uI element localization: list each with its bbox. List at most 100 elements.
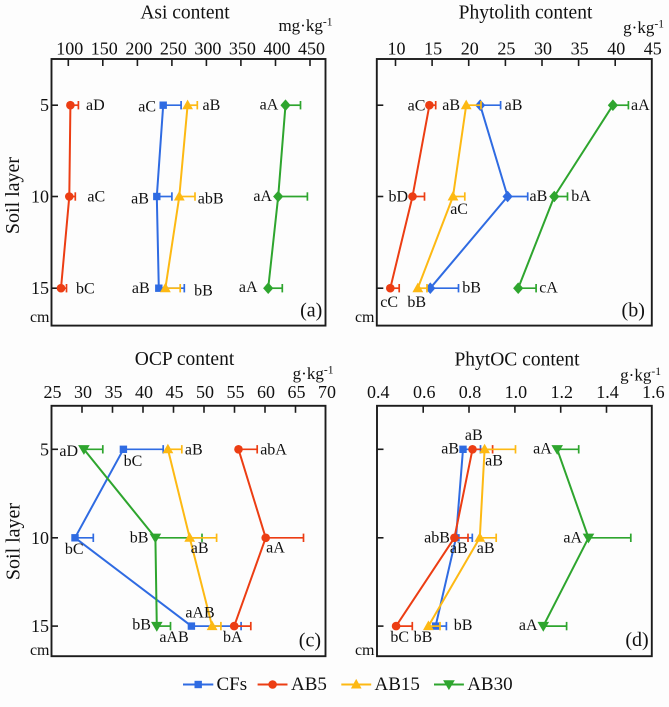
svg-text:aD: aD <box>86 97 105 114</box>
svg-text:(a): (a) <box>300 300 322 322</box>
svg-text:5: 5 <box>40 439 49 459</box>
svg-text:400: 400 <box>264 38 291 58</box>
svg-text:0.8: 0.8 <box>459 382 482 402</box>
svg-text:200: 200 <box>125 38 152 58</box>
svg-text:bD: bD <box>389 188 409 205</box>
svg-text:aB: aB <box>185 442 203 459</box>
svg-text:aB: aB <box>477 540 495 557</box>
svg-text:30: 30 <box>74 382 92 402</box>
svg-text:aB: aB <box>465 427 483 444</box>
svg-text:150: 150 <box>91 38 118 58</box>
svg-text:(c): (c) <box>299 630 321 652</box>
svg-text:300: 300 <box>194 38 221 58</box>
svg-text:bB: bB <box>462 280 481 297</box>
svg-text:bC: bC <box>65 541 84 558</box>
svg-text:15: 15 <box>31 278 49 298</box>
svg-text:abA: abA <box>260 442 287 459</box>
svg-text:g·kg-1: g·kg-1 <box>293 363 334 383</box>
svg-text:cm: cm <box>30 309 50 326</box>
svg-text:aA: aA <box>253 188 272 205</box>
svg-text:45: 45 <box>166 382 184 402</box>
svg-text:aB: aB <box>505 97 523 114</box>
svg-text:bB: bB <box>194 283 213 300</box>
svg-text:aC: aC <box>450 201 468 218</box>
svg-text:aB: aB <box>131 190 149 207</box>
svg-text:aC: aC <box>138 99 156 116</box>
svg-text:bB: bB <box>414 629 433 646</box>
svg-text:35: 35 <box>105 382 123 402</box>
svg-text:1.0: 1.0 <box>505 382 528 402</box>
svg-text:50: 50 <box>196 382 214 402</box>
svg-text:abB: abB <box>198 190 224 207</box>
svg-text:aAB: aAB <box>185 605 214 622</box>
svg-text:40: 40 <box>607 38 625 58</box>
svg-text:OCP content: OCP content <box>135 349 235 370</box>
svg-text:65: 65 <box>288 382 306 402</box>
svg-text:AB30: AB30 <box>467 674 512 695</box>
svg-text:g·kg-1: g·kg-1 <box>623 17 664 37</box>
svg-text:bB: bB <box>130 529 149 546</box>
svg-text:aB: aB <box>450 540 468 557</box>
svg-text:Phytolith content: Phytolith content <box>459 3 593 24</box>
svg-text:Asi content: Asi content <box>140 3 230 24</box>
svg-text:1.2: 1.2 <box>550 382 573 402</box>
svg-text:AB5: AB5 <box>291 674 327 695</box>
svg-text:10: 10 <box>31 187 49 207</box>
svg-text:(d): (d) <box>625 629 648 651</box>
svg-text:abB: abB <box>424 529 450 546</box>
svg-text:bA: bA <box>571 188 591 205</box>
svg-text:aB: aB <box>485 453 503 470</box>
svg-text:g·kg-1: g·kg-1 <box>620 365 661 385</box>
svg-text:aB: aB <box>442 97 460 114</box>
svg-text:(b): (b) <box>622 300 645 322</box>
svg-text:Soil layer: Soil layer <box>2 157 24 235</box>
svg-text:cm: cm <box>355 309 375 326</box>
svg-text:cC: cC <box>380 294 398 311</box>
svg-text:aB: aB <box>530 188 548 205</box>
svg-text:AB15: AB15 <box>375 674 420 695</box>
svg-text:aA: aA <box>266 540 285 557</box>
svg-text:aA: aA <box>260 96 279 113</box>
svg-text:55: 55 <box>227 382 245 402</box>
svg-text:0.4: 0.4 <box>367 382 390 402</box>
svg-text:bA: bA <box>223 629 243 646</box>
svg-text:100: 100 <box>56 38 83 58</box>
svg-text:1.4: 1.4 <box>596 382 619 402</box>
svg-text:aB: aB <box>203 97 221 114</box>
svg-text:aB: aB <box>441 440 459 457</box>
svg-text:aC: aC <box>87 188 105 205</box>
svg-text:30: 30 <box>534 38 552 58</box>
svg-text:CFs: CFs <box>217 674 248 695</box>
svg-text:20: 20 <box>461 38 479 58</box>
svg-text:bB: bB <box>407 294 426 311</box>
svg-text:cA: cA <box>539 280 558 297</box>
svg-text:10: 10 <box>388 38 406 58</box>
svg-text:Soil layer: Soil layer <box>3 503 25 581</box>
svg-text:aA: aA <box>631 97 650 114</box>
svg-text:cm: cm <box>355 642 375 659</box>
svg-text:25: 25 <box>44 382 62 402</box>
svg-text:bC: bC <box>390 629 409 646</box>
svg-text:aB: aB <box>191 540 209 557</box>
svg-text:60: 60 <box>257 382 275 402</box>
svg-text:cm: cm <box>30 642 50 659</box>
svg-text:bC: bC <box>76 281 95 298</box>
svg-text:aAB: aAB <box>159 629 188 646</box>
svg-text:250: 250 <box>160 38 187 58</box>
svg-text:10: 10 <box>31 528 49 548</box>
svg-text:45: 45 <box>644 38 662 58</box>
svg-text:5: 5 <box>40 95 49 115</box>
svg-text:aA: aA <box>563 529 582 546</box>
svg-text:25: 25 <box>497 38 515 58</box>
svg-text:bB: bB <box>454 617 473 634</box>
svg-text:15: 15 <box>31 616 49 636</box>
svg-text:aA: aA <box>519 617 538 634</box>
svg-text:70: 70 <box>318 382 336 402</box>
svg-text:aA: aA <box>239 279 258 296</box>
svg-text:aC: aC <box>408 97 426 114</box>
svg-text:mg·kg-1: mg·kg-1 <box>278 15 332 35</box>
svg-text:aD: aD <box>59 443 78 460</box>
svg-text:aB: aB <box>132 280 150 297</box>
svg-text:PhytOC content: PhytOC content <box>454 350 580 371</box>
svg-text:1.6: 1.6 <box>642 382 665 402</box>
